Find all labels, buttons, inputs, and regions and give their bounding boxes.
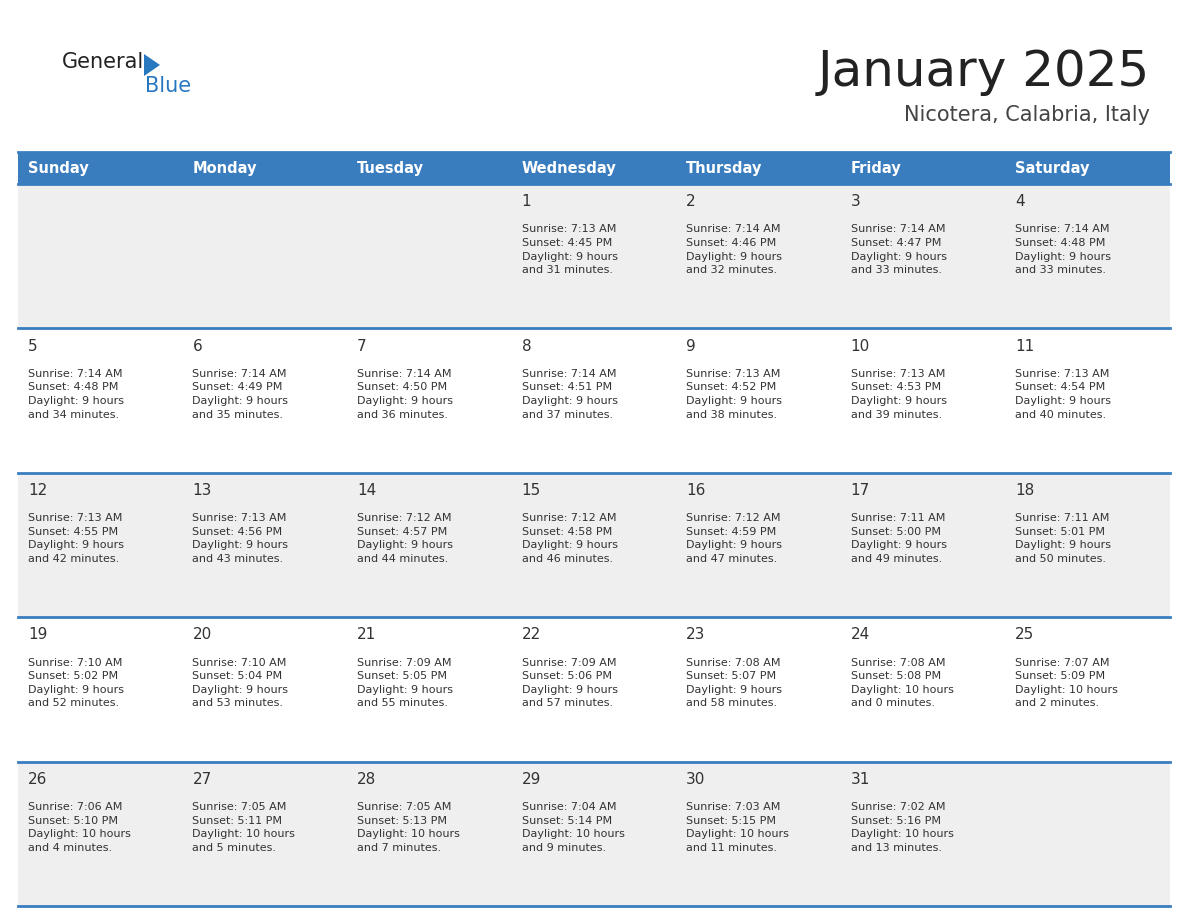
Text: Sunrise: 7:13 AM
Sunset: 4:52 PM
Daylight: 9 hours
and 38 minutes.: Sunrise: 7:13 AM Sunset: 4:52 PM Dayligh… [687,369,782,420]
Text: Sunrise: 7:02 AM
Sunset: 5:16 PM
Daylight: 10 hours
and 13 minutes.: Sunrise: 7:02 AM Sunset: 5:16 PM Dayligh… [851,802,954,853]
Text: Sunrise: 7:09 AM
Sunset: 5:06 PM
Daylight: 9 hours
and 57 minutes.: Sunrise: 7:09 AM Sunset: 5:06 PM Dayligh… [522,657,618,709]
Text: 21: 21 [358,627,377,643]
Text: Sunrise: 7:13 AM
Sunset: 4:53 PM
Daylight: 9 hours
and 39 minutes.: Sunrise: 7:13 AM Sunset: 4:53 PM Dayligh… [851,369,947,420]
Text: 5: 5 [27,339,38,353]
Text: 28: 28 [358,772,377,787]
Bar [18,329,1170,473]
Bar [18,762,1170,906]
Text: Sunrise: 7:14 AM
Sunset: 4:51 PM
Daylight: 9 hours
and 37 minutes.: Sunrise: 7:14 AM Sunset: 4:51 PM Dayligh… [522,369,618,420]
Text: 30: 30 [687,772,706,787]
Text: 27: 27 [192,772,211,787]
Text: Saturday: Saturday [1016,161,1089,175]
Text: Sunrise: 7:09 AM
Sunset: 5:05 PM
Daylight: 9 hours
and 55 minutes.: Sunrise: 7:09 AM Sunset: 5:05 PM Dayligh… [358,657,453,709]
Text: 25: 25 [1016,627,1035,643]
Text: 22: 22 [522,627,541,643]
Text: General: General [62,52,144,72]
Text: Sunrise: 7:10 AM
Sunset: 5:02 PM
Daylight: 9 hours
and 52 minutes.: Sunrise: 7:10 AM Sunset: 5:02 PM Dayligh… [27,657,124,709]
Text: Sunrise: 7:08 AM
Sunset: 5:08 PM
Daylight: 10 hours
and 0 minutes.: Sunrise: 7:08 AM Sunset: 5:08 PM Dayligh… [851,657,954,709]
Text: Sunrise: 7:04 AM
Sunset: 5:14 PM
Daylight: 10 hours
and 9 minutes.: Sunrise: 7:04 AM Sunset: 5:14 PM Dayligh… [522,802,625,853]
Text: Sunrise: 7:14 AM
Sunset: 4:46 PM
Daylight: 9 hours
and 32 minutes.: Sunrise: 7:14 AM Sunset: 4:46 PM Dayligh… [687,224,782,275]
Text: Sunrise: 7:05 AM
Sunset: 5:11 PM
Daylight: 10 hours
and 5 minutes.: Sunrise: 7:05 AM Sunset: 5:11 PM Dayligh… [192,802,296,853]
Text: 9: 9 [687,339,696,353]
Bar [676,152,841,184]
Text: 7: 7 [358,339,367,353]
Text: 3: 3 [851,194,860,209]
Text: Sunrise: 7:07 AM
Sunset: 5:09 PM
Daylight: 10 hours
and 2 minutes.: Sunrise: 7:07 AM Sunset: 5:09 PM Dayligh… [1016,657,1118,709]
Text: Sunrise: 7:12 AM
Sunset: 4:57 PM
Daylight: 9 hours
and 44 minutes.: Sunrise: 7:12 AM Sunset: 4:57 PM Dayligh… [358,513,453,564]
Text: Monday: Monday [192,161,257,175]
Text: 12: 12 [27,483,48,498]
Text: Sunday: Sunday [27,161,89,175]
Text: Blue: Blue [145,76,191,96]
Text: Sunrise: 7:03 AM
Sunset: 5:15 PM
Daylight: 10 hours
and 11 minutes.: Sunrise: 7:03 AM Sunset: 5:15 PM Dayligh… [687,802,789,853]
Text: 2: 2 [687,194,696,209]
Text: Sunrise: 7:05 AM
Sunset: 5:13 PM
Daylight: 10 hours
and 7 minutes.: Sunrise: 7:05 AM Sunset: 5:13 PM Dayligh… [358,802,460,853]
Text: 26: 26 [27,772,48,787]
Text: Sunrise: 7:08 AM
Sunset: 5:07 PM
Daylight: 9 hours
and 58 minutes.: Sunrise: 7:08 AM Sunset: 5:07 PM Dayligh… [687,657,782,709]
Text: 31: 31 [851,772,870,787]
Text: 16: 16 [687,483,706,498]
Text: January 2025: January 2025 [817,48,1150,96]
Text: 10: 10 [851,339,870,353]
Bar [512,152,676,184]
Text: 20: 20 [192,627,211,643]
Text: Sunrise: 7:13 AM
Sunset: 4:56 PM
Daylight: 9 hours
and 43 minutes.: Sunrise: 7:13 AM Sunset: 4:56 PM Dayligh… [192,513,289,564]
Text: Sunrise: 7:11 AM
Sunset: 5:01 PM
Daylight: 9 hours
and 50 minutes.: Sunrise: 7:11 AM Sunset: 5:01 PM Dayligh… [1016,513,1111,564]
Text: Sunrise: 7:13 AM
Sunset: 4:54 PM
Daylight: 9 hours
and 40 minutes.: Sunrise: 7:13 AM Sunset: 4:54 PM Dayligh… [1016,369,1111,420]
Text: Thursday: Thursday [687,161,763,175]
Text: Sunrise: 7:14 AM
Sunset: 4:50 PM
Daylight: 9 hours
and 36 minutes.: Sunrise: 7:14 AM Sunset: 4:50 PM Dayligh… [358,369,453,420]
Text: 17: 17 [851,483,870,498]
Bar [347,152,512,184]
Text: Sunrise: 7:13 AM
Sunset: 4:55 PM
Daylight: 9 hours
and 42 minutes.: Sunrise: 7:13 AM Sunset: 4:55 PM Dayligh… [27,513,124,564]
Text: 18: 18 [1016,483,1035,498]
Bar [18,473,1170,617]
Text: 6: 6 [192,339,202,353]
Bar [18,152,183,184]
Text: Sunrise: 7:14 AM
Sunset: 4:48 PM
Daylight: 9 hours
and 33 minutes.: Sunrise: 7:14 AM Sunset: 4:48 PM Dayligh… [1016,224,1111,275]
Text: Sunrise: 7:12 AM
Sunset: 4:58 PM
Daylight: 9 hours
and 46 minutes.: Sunrise: 7:12 AM Sunset: 4:58 PM Dayligh… [522,513,618,564]
Text: 19: 19 [27,627,48,643]
Text: Sunrise: 7:12 AM
Sunset: 4:59 PM
Daylight: 9 hours
and 47 minutes.: Sunrise: 7:12 AM Sunset: 4:59 PM Dayligh… [687,513,782,564]
Text: Wednesday: Wednesday [522,161,617,175]
Text: 11: 11 [1016,339,1035,353]
Polygon shape [144,54,160,76]
Text: 14: 14 [358,483,377,498]
Text: 1: 1 [522,194,531,209]
Text: Sunrise: 7:13 AM
Sunset: 4:45 PM
Daylight: 9 hours
and 31 minutes.: Sunrise: 7:13 AM Sunset: 4:45 PM Dayligh… [522,224,618,275]
Text: 15: 15 [522,483,541,498]
Text: Sunrise: 7:06 AM
Sunset: 5:10 PM
Daylight: 10 hours
and 4 minutes.: Sunrise: 7:06 AM Sunset: 5:10 PM Dayligh… [27,802,131,853]
Text: Nicotera, Calabria, Italy: Nicotera, Calabria, Italy [904,105,1150,125]
Text: 13: 13 [192,483,211,498]
Text: 8: 8 [522,339,531,353]
Text: 23: 23 [687,627,706,643]
Bar [1005,152,1170,184]
Text: Sunrise: 7:14 AM
Sunset: 4:49 PM
Daylight: 9 hours
and 35 minutes.: Sunrise: 7:14 AM Sunset: 4:49 PM Dayligh… [192,369,289,420]
Text: Friday: Friday [851,161,902,175]
Text: 24: 24 [851,627,870,643]
Text: Sunrise: 7:14 AM
Sunset: 4:47 PM
Daylight: 9 hours
and 33 minutes.: Sunrise: 7:14 AM Sunset: 4:47 PM Dayligh… [851,224,947,275]
Text: 29: 29 [522,772,541,787]
Bar [18,617,1170,762]
Text: Sunrise: 7:14 AM
Sunset: 4:48 PM
Daylight: 9 hours
and 34 minutes.: Sunrise: 7:14 AM Sunset: 4:48 PM Dayligh… [27,369,124,420]
Text: 4: 4 [1016,194,1025,209]
Text: Tuesday: Tuesday [358,161,424,175]
Bar [18,184,1170,329]
Bar [183,152,347,184]
Text: Sunrise: 7:10 AM
Sunset: 5:04 PM
Daylight: 9 hours
and 53 minutes.: Sunrise: 7:10 AM Sunset: 5:04 PM Dayligh… [192,657,289,709]
Bar [841,152,1005,184]
Text: Sunrise: 7:11 AM
Sunset: 5:00 PM
Daylight: 9 hours
and 49 minutes.: Sunrise: 7:11 AM Sunset: 5:00 PM Dayligh… [851,513,947,564]
